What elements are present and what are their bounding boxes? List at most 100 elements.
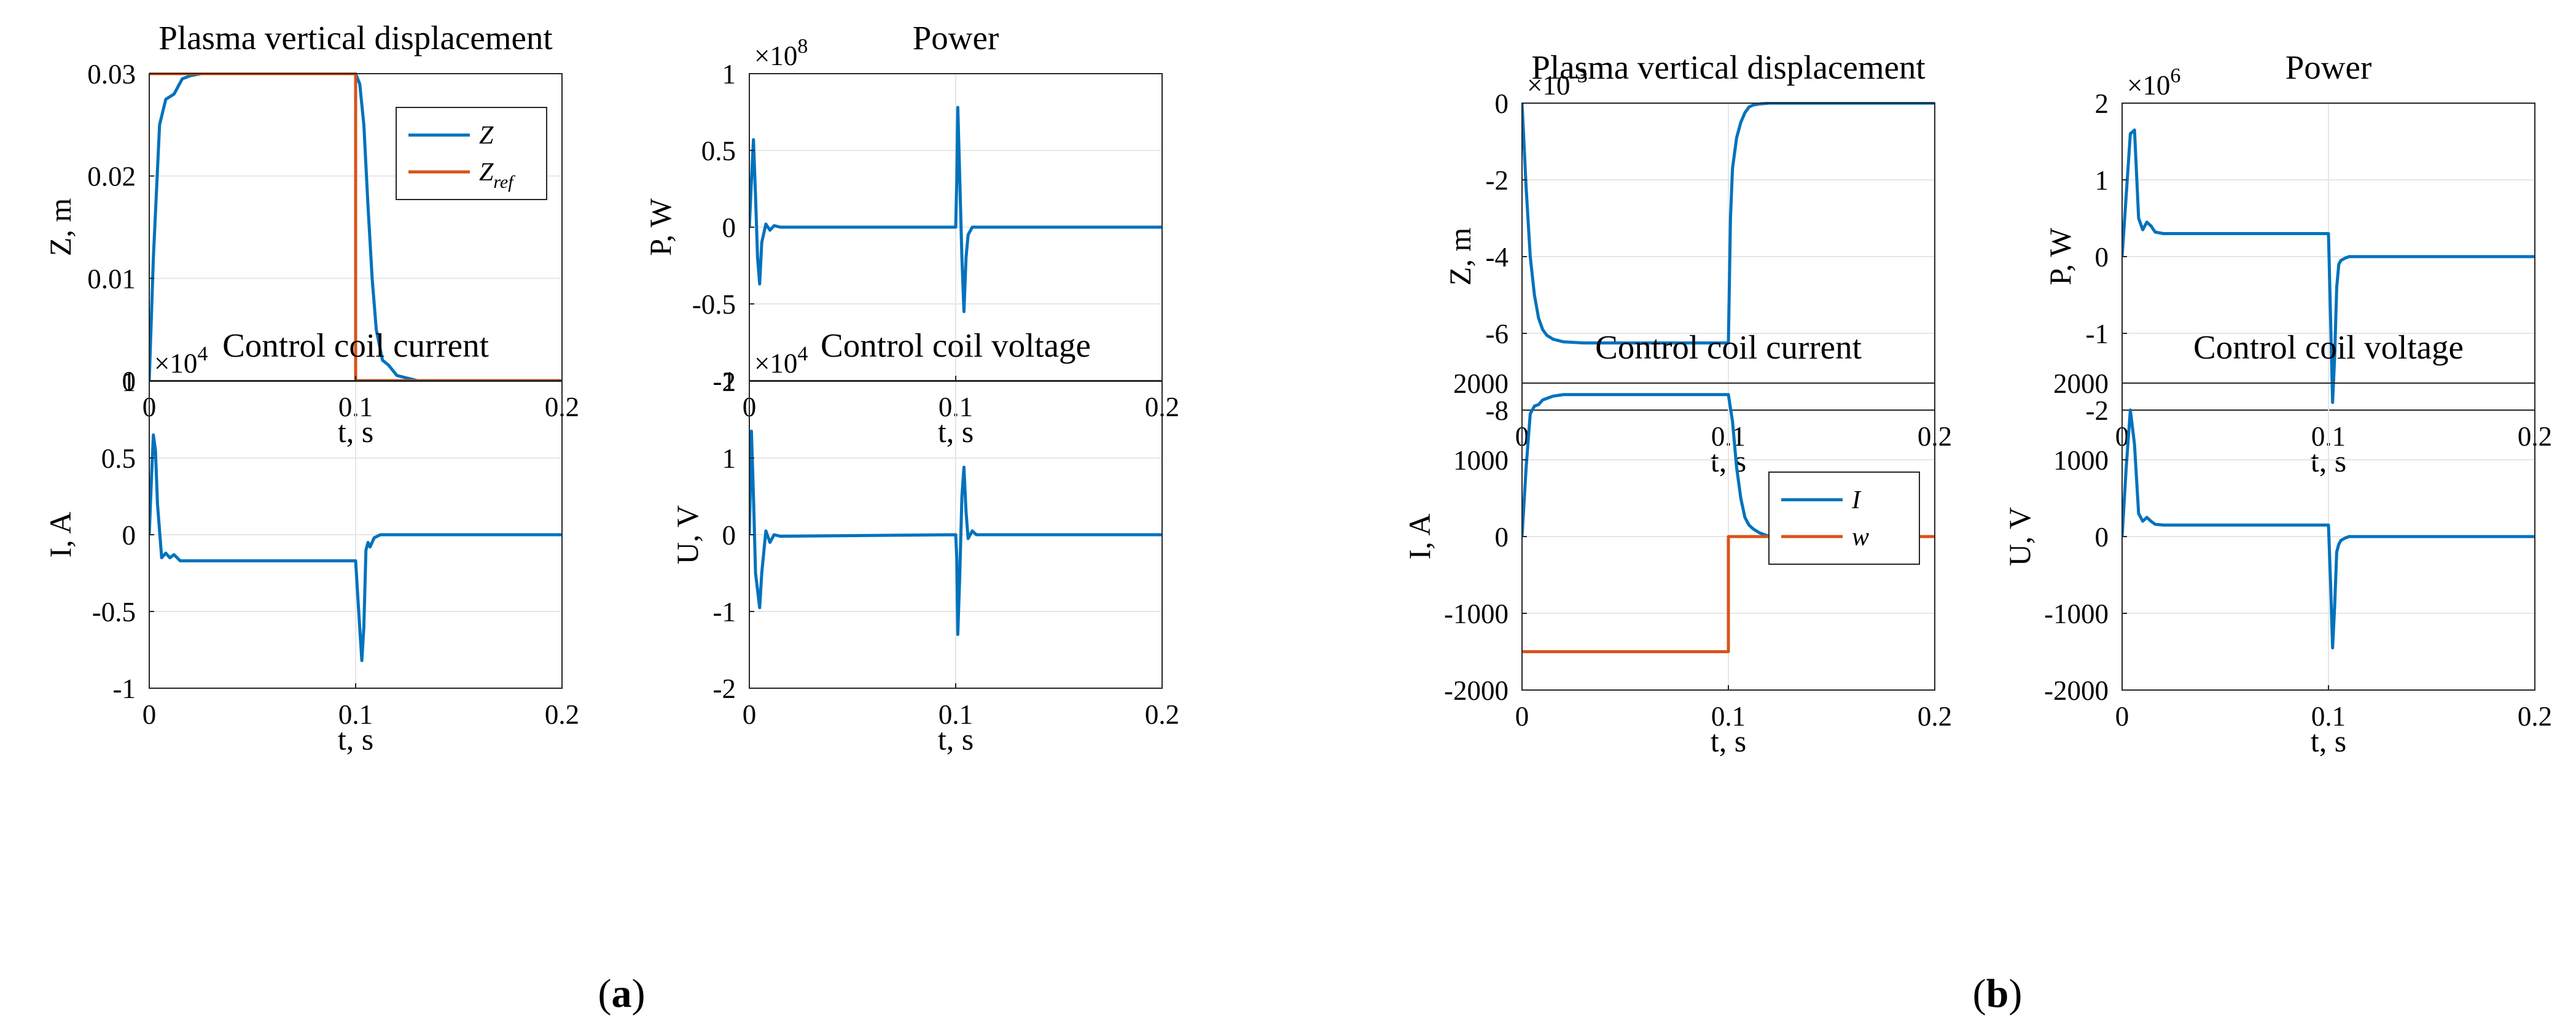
axis-multiplier: ×108 bbox=[754, 35, 808, 71]
x-tick-label: 0.1 bbox=[338, 699, 373, 730]
y-tick-label: 0 bbox=[2095, 242, 2109, 273]
series-line-i bbox=[149, 433, 562, 662]
x-tick-label: 0 bbox=[142, 699, 157, 730]
y-tick-label: 1 bbox=[722, 443, 736, 474]
x-tick-label: 0.1 bbox=[1711, 701, 1746, 732]
x-tick-label: 0 bbox=[743, 699, 757, 730]
axis-multiplier: ×104 bbox=[154, 343, 208, 379]
chart-title: Control coil voltage bbox=[2193, 328, 2464, 366]
y-tick-label: 0 bbox=[2095, 522, 2109, 553]
y-axis-label: I, A bbox=[1402, 514, 1437, 560]
y-tick-label: 1 bbox=[2095, 165, 2109, 196]
y-tick-label: 0 bbox=[122, 366, 136, 397]
x-tick-label: 0 bbox=[2115, 701, 2129, 732]
y-tick-label: 2000 bbox=[1453, 368, 1509, 399]
series-layer bbox=[149, 433, 562, 662]
y-tick-label: 0 bbox=[722, 212, 736, 243]
series-layer bbox=[749, 106, 1162, 313]
chart-title: Control coil current bbox=[1595, 328, 1862, 366]
series-line-u bbox=[2122, 408, 2535, 650]
y-axis-label: Z, m bbox=[1443, 228, 1477, 286]
y-tick-label: 0.01 bbox=[87, 263, 136, 294]
chart-title: Control coil voltage bbox=[821, 327, 1091, 364]
subplot-b3: 0 0.1 0.2 -2000 -1000 0 1000 2000 t, s I, A Contro… bbox=[1402, 328, 1952, 758]
y-tick-label: 1000 bbox=[2053, 445, 2109, 476]
y-tick-label: 0.02 bbox=[87, 161, 136, 192]
series-line-p bbox=[2122, 128, 2535, 404]
y-tick-label: 0 bbox=[1495, 522, 1509, 553]
y-tick-label: -1000 bbox=[2044, 599, 2109, 629]
y-axis-label: Z, m bbox=[43, 198, 77, 257]
series-layer bbox=[2122, 408, 2535, 650]
y-tick-label: -2000 bbox=[2044, 675, 2109, 706]
legend-label: I bbox=[1851, 486, 1862, 514]
x-tick-label: 0.2 bbox=[1918, 701, 1952, 732]
y-tick-label: -8 bbox=[1486, 395, 1509, 426]
y-tick-label: -2000 bbox=[1444, 675, 1509, 706]
y-tick-label: -1 bbox=[113, 673, 136, 704]
y-axis-label: P, W bbox=[643, 198, 677, 255]
x-tick-label: 0.2 bbox=[1145, 699, 1179, 730]
y-axis-label: U, V bbox=[2002, 507, 2037, 566]
axis-multiplier: ×104 bbox=[754, 343, 808, 379]
x-axis-label: t, s bbox=[1711, 724, 1746, 758]
y-tick-label: 2 bbox=[2095, 88, 2109, 119]
y-tick-label: 0 bbox=[1495, 88, 1509, 119]
chart-title: Plasma vertical displacement bbox=[158, 19, 552, 56]
series-layer bbox=[2122, 128, 2535, 404]
legend: Iw bbox=[1768, 471, 1920, 565]
x-tick-label: 0.1 bbox=[939, 699, 973, 730]
legend-label: w bbox=[1852, 523, 1869, 551]
subplot-a4: 0 0.1 0.2 -2 -1 0 1 2 t, s U, V Control coil volta… bbox=[670, 327, 1179, 756]
y-tick-label: 0.03 bbox=[87, 59, 136, 90]
x-axis-label: t, s bbox=[338, 722, 373, 756]
x-tick-label: 0.2 bbox=[2518, 701, 2552, 732]
series-layer bbox=[749, 429, 1162, 636]
y-tick-label: 0.5 bbox=[101, 443, 136, 474]
y-tick-label: -1 bbox=[713, 597, 736, 627]
y-axis-label: U, V bbox=[670, 505, 704, 564]
series-line-z bbox=[1522, 102, 1935, 345]
x-tick-label: 0.1 bbox=[2311, 701, 2346, 732]
y-tick-label: 1 bbox=[722, 59, 736, 90]
series-line-u bbox=[749, 429, 1162, 636]
y-tick-label: 1000 bbox=[1453, 445, 1509, 476]
series-line-z bbox=[149, 72, 562, 382]
chart-title: Power bbox=[913, 19, 999, 56]
x-axis-label: t, s bbox=[938, 722, 974, 756]
y-tick-label: 0.5 bbox=[701, 136, 736, 166]
y-tick-label: 0 bbox=[722, 520, 736, 551]
subplot-b4: 0 0.1 0.2 -2000 -1000 0 1000 2000 t, s U, V Contro… bbox=[2002, 328, 2552, 758]
y-axis-label: P, W bbox=[2043, 227, 2077, 285]
series-line-p bbox=[749, 106, 1162, 313]
chart-title: Power bbox=[2285, 48, 2372, 86]
legend: Z Zref bbox=[396, 107, 547, 200]
chart-title: Control coil current bbox=[222, 327, 489, 364]
y-tick-label: -1 bbox=[713, 366, 736, 397]
series-line-i bbox=[1522, 393, 1935, 538]
y-axis-label: I, A bbox=[43, 512, 77, 558]
y-tick-label: -4 bbox=[1486, 242, 1509, 273]
y-tick-label: -2 bbox=[1486, 165, 1509, 196]
y-tick-label: -0.5 bbox=[692, 289, 736, 320]
axis-multiplier: ×106 bbox=[2127, 64, 2180, 101]
x-tick-label: 0.2 bbox=[545, 699, 579, 730]
subplot-a3: 0 0.1 0.2 -1 -0.5 0 0.5 1 t, s I, A Control coil c… bbox=[43, 327, 579, 756]
chart-title: Plasma vertical displacement bbox=[1531, 48, 1925, 86]
series-layer bbox=[1522, 102, 1935, 345]
y-tick-label: 2000 bbox=[2053, 368, 2109, 399]
charts-layer: 0 0.1 0.2 0 0.01 0.02 0.03 t, s Z, m Plasma verti… bbox=[43, 19, 2552, 758]
legend-label: Zref bbox=[479, 158, 515, 192]
legend-label: Z bbox=[479, 122, 494, 150]
axis-multiplier: ×10-3 bbox=[1527, 64, 1588, 101]
y-tick-label: -2 bbox=[2086, 395, 2109, 426]
legend-box bbox=[396, 107, 547, 200]
caption-b: (b) bbox=[1973, 971, 2023, 1016]
x-tick-label: 0 bbox=[1515, 701, 1529, 732]
legend-box bbox=[1768, 471, 1920, 565]
x-axis-label: t, s bbox=[2311, 724, 2346, 758]
y-tick-label: -2 bbox=[713, 673, 736, 704]
